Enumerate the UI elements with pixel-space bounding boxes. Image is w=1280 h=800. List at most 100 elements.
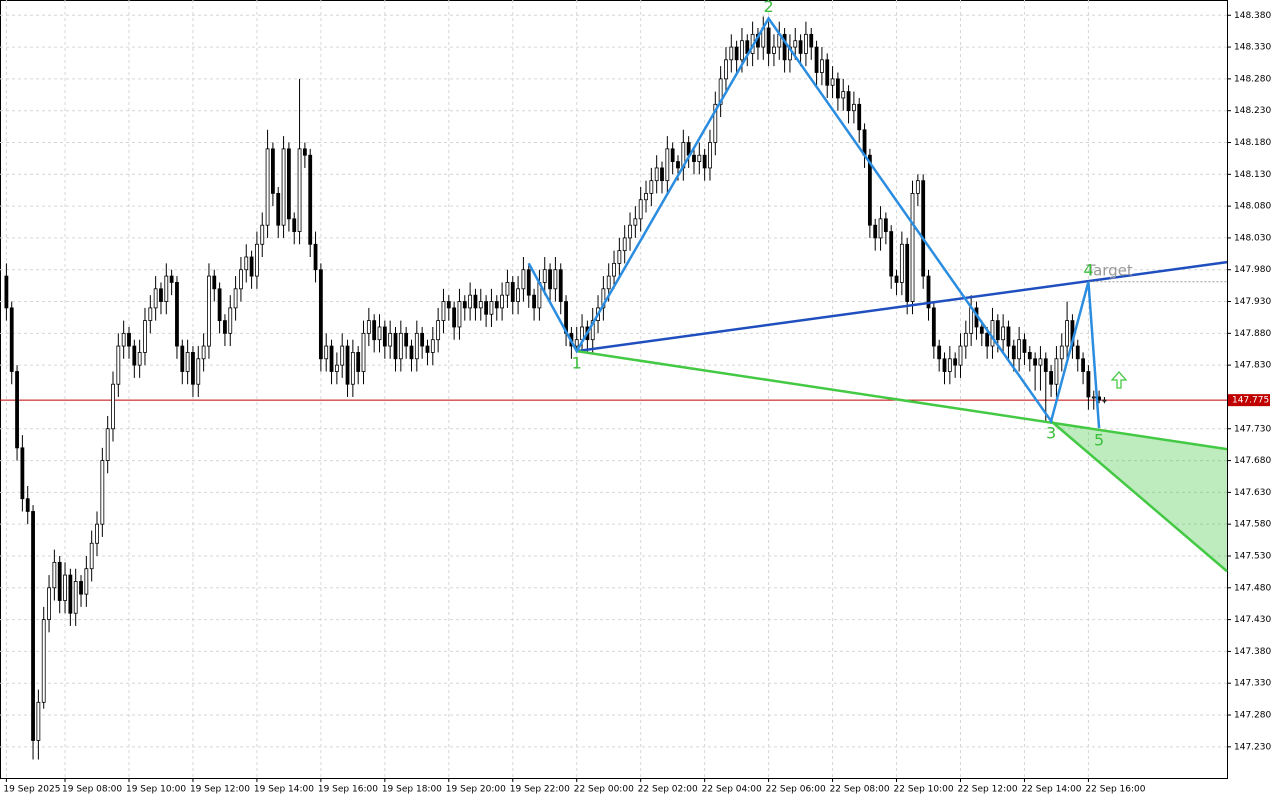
- candle-body: [841, 91, 846, 99]
- candle-body: [990, 320, 995, 347]
- candle-body: [73, 581, 78, 614]
- y-tick-label: 147.330: [1234, 679, 1271, 689]
- candle-body: [1006, 326, 1011, 347]
- candle-body: [665, 148, 670, 182]
- y-tick-label: 148.130: [1234, 170, 1271, 180]
- x-tick-label: 22 Sep 02:00: [638, 785, 698, 795]
- candle-body: [63, 574, 67, 601]
- y-tick-label: 148.330: [1234, 43, 1271, 53]
- candle-body: [510, 282, 515, 302]
- candle-body: [937, 345, 942, 360]
- candle-body: [867, 154, 872, 226]
- candle-body: [489, 301, 494, 315]
- candle-body: [830, 78, 835, 86]
- y-tick-label: 147.830: [1234, 361, 1271, 371]
- candle-body: [340, 345, 345, 366]
- candle-body: [148, 307, 153, 322]
- candle-body: [612, 262, 616, 277]
- candle-body: [223, 320, 227, 334]
- candle-body: [494, 301, 499, 309]
- candle-body: [1017, 339, 1022, 360]
- candle-body: [409, 345, 414, 360]
- y-tick-label: 147.680: [1234, 456, 1271, 466]
- wave-label: 4: [1083, 260, 1093, 279]
- candle-body: [921, 180, 926, 277]
- candle-body: [457, 301, 462, 328]
- candle-body: [468, 294, 473, 309]
- candle-body: [180, 345, 185, 372]
- candle-body: [116, 345, 121, 385]
- candle-body: [1033, 358, 1038, 366]
- candle-body: [233, 288, 238, 309]
- candle-body: [1081, 358, 1085, 372]
- candle-body: [276, 192, 281, 226]
- candle-body: [574, 339, 579, 347]
- candle-body: [702, 154, 707, 169]
- candle-body: [1027, 352, 1032, 360]
- candle-body: [553, 269, 558, 290]
- candle-body: [692, 154, 696, 162]
- candle-body: [558, 269, 563, 302]
- candle-body: [825, 59, 830, 86]
- candle-body: [1038, 358, 1043, 366]
- x-tick-label: 22 Sep 12:00: [957, 785, 1017, 795]
- candle-body: [9, 307, 14, 372]
- candle-body: [953, 358, 958, 366]
- candle-body: [590, 320, 595, 341]
- candle-body: [857, 103, 862, 131]
- candle-body: [388, 332, 393, 347]
- candle-body: [25, 498, 30, 512]
- candle-body: [638, 199, 643, 220]
- candle-body: [249, 256, 254, 277]
- x-tick-label: 22 Sep 00:00: [574, 785, 634, 795]
- target-label: Target: [1085, 261, 1133, 279]
- candle-body: [372, 320, 377, 341]
- zigzag-line: [527, 16, 1101, 429]
- candle-body: [782, 33, 787, 61]
- candle-body: [628, 224, 632, 239]
- x-tick-label: 19 Sep 18:00: [382, 785, 442, 795]
- candle-body: [814, 46, 819, 73]
- candle-body: [835, 78, 840, 99]
- candle-body: [1075, 345, 1080, 360]
- candle-body: [729, 46, 734, 61]
- y-tick-label: 147.630: [1234, 488, 1271, 498]
- candle-body: [175, 282, 179, 347]
- candle-body: [1054, 358, 1059, 385]
- x-tick-label: 22 Sep 04:00: [702, 785, 762, 795]
- candle-body: [207, 275, 211, 347]
- candle-body: [1059, 345, 1064, 360]
- x-tick-label: 22 Sep 08:00: [830, 785, 890, 795]
- candle-body: [100, 460, 105, 525]
- candle-body: [143, 320, 147, 353]
- y-tick-label: 147.880: [1234, 329, 1271, 339]
- candle-body: [889, 231, 894, 277]
- candle-body: [121, 332, 126, 347]
- candle-body: [89, 542, 94, 570]
- candle-body: [52, 561, 57, 589]
- candle-body: [532, 294, 536, 309]
- candle-body: [95, 523, 99, 544]
- candle-body: [942, 358, 947, 372]
- candle-body: [766, 27, 771, 54]
- candle-body: [713, 103, 718, 143]
- candle-body: [393, 332, 398, 360]
- candle-body: [105, 428, 110, 461]
- candle-body: [313, 243, 318, 271]
- candle-body: [324, 345, 329, 360]
- candle-body: [724, 59, 728, 80]
- candle-body: [292, 218, 297, 232]
- candle-body: [601, 288, 606, 309]
- candle-body: [617, 250, 622, 264]
- candle-body: [164, 275, 169, 302]
- y-tick-label: 147.230: [1234, 742, 1271, 752]
- candle-body: [926, 275, 931, 309]
- candle-body: [899, 243, 904, 283]
- candle-body: [420, 332, 425, 347]
- candle-body: [1091, 396, 1096, 399]
- x-tick-label: 19 Sep 20:00: [446, 785, 506, 795]
- y-tick-label: 148.030: [1234, 233, 1271, 243]
- candle-body: [697, 154, 702, 162]
- wave-label: 3: [1046, 424, 1056, 443]
- candle-body: [521, 269, 526, 290]
